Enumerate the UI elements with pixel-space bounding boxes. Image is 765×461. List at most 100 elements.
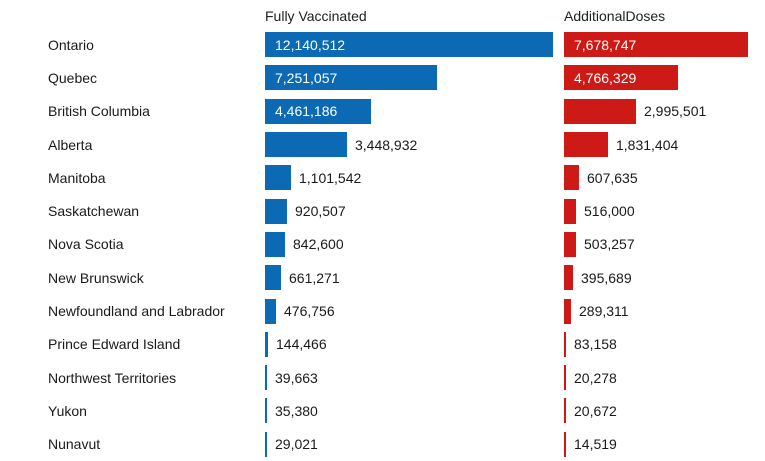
fully-vaccinated-bar (265, 132, 347, 158)
fully-vaccinated-bar-cell: 4,461,186 (265, 95, 564, 128)
column-headers: Fully Vaccinated AdditionalDoses (0, 0, 765, 28)
chart-row: Manitoba 1,101,542 607,635 (0, 161, 765, 194)
additional-doses-bar (564, 331, 566, 357)
category-label: Saskatchewan (48, 203, 140, 220)
additional-doses-bar-cell: 516,000 (564, 194, 765, 227)
chart-row: Alberta 3,448,932 1,831,404 (0, 128, 765, 161)
value-label: 14,519 (574, 436, 617, 453)
value-label: 39,663 (275, 369, 318, 386)
value-label: 476,756 (284, 303, 335, 320)
fully-vaccinated-bar (265, 398, 267, 424)
fully-vaccinated-bar (265, 331, 268, 357)
value-label: 661,271 (289, 269, 340, 286)
value-label: 2,995,501 (644, 103, 707, 120)
category-label: Manitoba (48, 169, 106, 186)
category-label: Northwest Territories (48, 369, 177, 386)
value-label: 4,461,186 (275, 103, 338, 120)
additional-doses-bar: 4,766,329 (564, 65, 678, 91)
fully-vaccinated-bar (265, 165, 291, 191)
value-label: 4,766,329 (574, 69, 637, 86)
chart-row: Quebec 7,251,057 4,766,329 (0, 61, 765, 94)
additional-doses-bar-cell: 1,831,404 (564, 128, 765, 161)
value-label: 395,689 (581, 269, 632, 286)
fully-vaccinated-bar: 7,251,057 (265, 65, 437, 91)
value-label: 607,635 (587, 169, 638, 186)
additional-doses-bar (564, 198, 576, 224)
value-label: 1,831,404 (616, 136, 679, 153)
fully-vaccinated-bar (265, 265, 281, 291)
fully-vaccinated-bar (265, 365, 267, 391)
additional-doses-bar-cell: 7,678,747 (564, 28, 765, 61)
chart-row: Nova Scotia 842,600 503,257 (0, 228, 765, 261)
category-label: New Brunswick (48, 269, 144, 286)
additional-doses-bar (564, 165, 579, 191)
value-label: 516,000 (584, 203, 635, 220)
value-label: 289,311 (579, 303, 629, 320)
additional-doses-bar (564, 231, 576, 257)
chart-row: New Brunswick 661,271 395,689 (0, 261, 765, 294)
value-label: 12,140,512 (275, 36, 346, 53)
additional-doses-bar (564, 265, 573, 291)
chart-rows: Ontario 12,140,512 7,678,747 Quebec 7,251,05… (0, 28, 765, 461)
chart-row: Newfoundland and Labrador 476,756 289,311 (0, 294, 765, 327)
additional-doses-bar (564, 398, 566, 424)
category-label: Ontario (48, 36, 94, 53)
fully-vaccinated-bar-cell: 476,756 (265, 294, 564, 327)
chart-row: Yukon 35,380 20,672 (0, 394, 765, 427)
additional-doses-bar-cell: 14,519 (564, 428, 765, 461)
additional-doses-bar (564, 431, 566, 457)
value-label: 842,600 (293, 236, 344, 253)
chart-row: Nunavut 29,021 14,519 (0, 428, 765, 461)
fully-vaccinated-bar-cell: 920,507 (265, 194, 564, 227)
category-label: Quebec (48, 69, 98, 86)
category-label: Prince Edward Island (48, 336, 181, 353)
chart-row: British Columbia 4,461,186 2,995,501 (0, 95, 765, 128)
additional-doses-bar (564, 365, 566, 391)
chart-row: Saskatchewan 920,507 516,000 (0, 194, 765, 227)
fully-vaccinated-bar: 4,461,186 (265, 98, 371, 124)
category-label: British Columbia (48, 103, 150, 120)
additional-doses-bar-cell: 20,278 (564, 361, 765, 394)
additional-doses-bar-cell: 83,158 (564, 328, 765, 361)
additional-doses-bar-cell: 20,672 (564, 394, 765, 427)
chart-row: Northwest Territories 39,663 20,278 (0, 361, 765, 394)
fully-vaccinated-bar-cell: 1,101,542 (265, 161, 564, 194)
additional-doses-bar: 7,678,747 (564, 32, 748, 58)
fully-vaccinated-bar-cell: 144,466 (265, 328, 564, 361)
value-label: 7,251,057 (275, 69, 338, 86)
fully-vaccinated-bar: 12,140,512 (265, 32, 553, 58)
fully-vaccinated-bar-cell: 35,380 (265, 394, 564, 427)
additional-doses-bar (564, 98, 636, 124)
value-label: 7,678,747 (574, 36, 637, 53)
fully-vaccinated-bar-cell: 39,663 (265, 361, 564, 394)
value-label: 1,101,542 (299, 169, 362, 186)
fully-vaccinated-bar-cell: 12,140,512 (265, 28, 564, 61)
fully-vaccinated-bar (265, 231, 285, 257)
fully-vaccinated-bar-cell: 3,448,932 (265, 128, 564, 161)
category-label: Yukon (48, 402, 87, 419)
fully-vaccinated-bar-cell: 842,600 (265, 228, 564, 261)
value-label: 503,257 (584, 236, 635, 253)
value-label: 920,507 (295, 203, 346, 220)
additional-doses-bar-cell: 395,689 (564, 261, 765, 294)
additional-doses-bar-cell: 2,995,501 (564, 95, 765, 128)
column-header-fully-vaccinated: Fully Vaccinated (265, 8, 367, 24)
fully-vaccinated-bar (265, 431, 267, 457)
additional-doses-bar (564, 132, 608, 158)
category-label: Newfoundland and Labrador (48, 303, 225, 320)
category-label: Nova Scotia (48, 236, 124, 253)
column-header-additional-doses: AdditionalDoses (564, 8, 666, 24)
fully-vaccinated-bar-cell: 661,271 (265, 261, 564, 294)
chart-row: Prince Edward Island 144,466 83,158 (0, 328, 765, 361)
value-label: 3,448,932 (355, 136, 418, 153)
value-label: 144,466 (276, 336, 327, 353)
additional-doses-bar-cell: 289,311 (564, 294, 765, 327)
value-label: 83,158 (574, 336, 617, 353)
fully-vaccinated-bar-cell: 29,021 (265, 428, 564, 461)
value-label: 29,021 (275, 436, 318, 453)
additional-doses-bar-cell: 503,257 (564, 228, 765, 261)
chart-row: Ontario 12,140,512 7,678,747 (0, 28, 765, 61)
value-label: 35,380 (275, 402, 318, 419)
additional-doses-bar (564, 298, 571, 324)
